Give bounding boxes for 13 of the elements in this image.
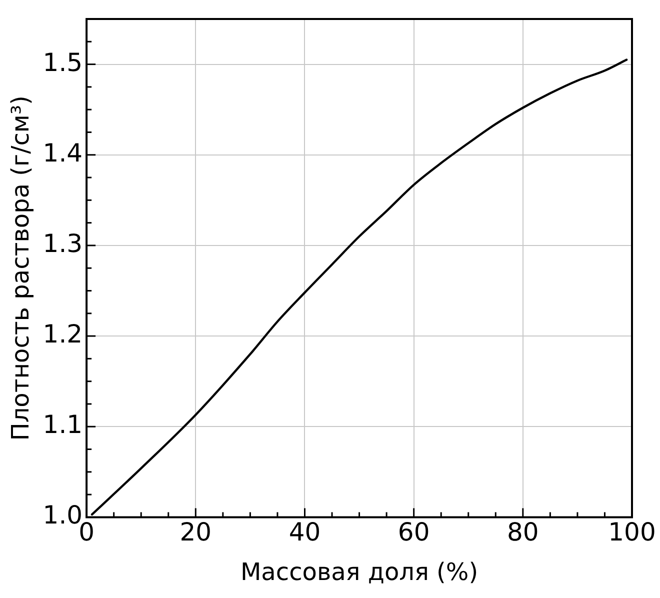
y-axis-title: Плотность раствора (г/см³) <box>6 95 35 441</box>
line-series <box>90 58 628 516</box>
x-tick-label: 100 <box>608 518 656 547</box>
y-tick-label: 1.4 <box>42 138 83 168</box>
y-tick-label: 1.5 <box>42 48 83 77</box>
x-tick-label: 40 <box>288 518 321 547</box>
y-tick-label: 1.3 <box>42 228 83 258</box>
y-tick-label: 1.1 <box>42 410 83 440</box>
y-tick-label: 1.2 <box>42 320 83 349</box>
x-axis-title: Массовая доля (%) <box>240 558 478 586</box>
x-tick-label: 60 <box>398 518 430 547</box>
x-tick-label: 20 <box>180 518 212 547</box>
x-tick-label: 80 <box>507 518 539 547</box>
